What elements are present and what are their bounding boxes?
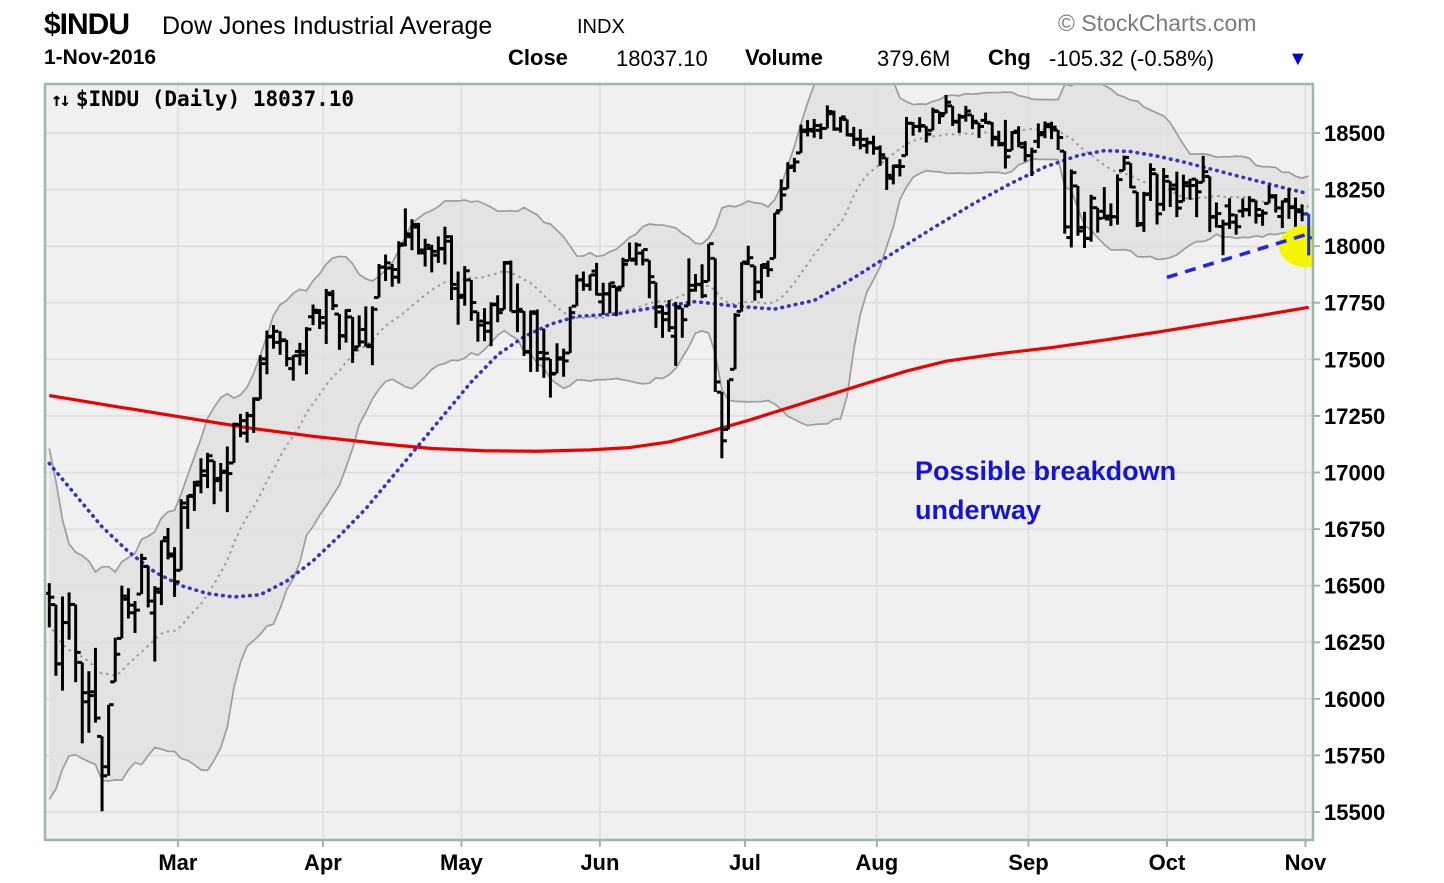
svg-text:18250: 18250 <box>1324 178 1385 203</box>
svg-text:16500: 16500 <box>1324 574 1385 599</box>
svg-text:16750: 16750 <box>1324 517 1385 542</box>
close-label: Close <box>508 45 568 70</box>
chart-date: 1-Nov-2016 <box>44 46 157 69</box>
change-label: Chg <box>988 45 1031 70</box>
svg-text:Mar: Mar <box>158 850 198 875</box>
stockcharts-logo: © StockCharts.com <box>1058 10 1257 36</box>
breakdown-annotation: Possible breakdown underway <box>915 452 1176 530</box>
svg-text:Aug: Aug <box>855 850 898 875</box>
exchange-label: INDX <box>577 16 625 38</box>
svg-text:15500: 15500 <box>1324 800 1385 825</box>
svg-text:May: May <box>440 850 484 875</box>
svg-text:16250: 16250 <box>1324 630 1385 655</box>
svg-text:Sep: Sep <box>1008 850 1048 875</box>
svg-text:18500: 18500 <box>1324 121 1385 146</box>
svg-text:Jul: Jul <box>729 850 761 875</box>
annotation-line-1: Possible breakdown <box>915 456 1177 486</box>
svg-text:15750: 15750 <box>1324 743 1385 768</box>
svg-text:Jun: Jun <box>580 850 619 875</box>
volume-value: 379.6M <box>877 46 951 71</box>
svg-text:Nov: Nov <box>1285 850 1327 875</box>
chart-legend: ↑↓ $INDU (Daily) 18037.10 <box>51 87 354 111</box>
change-direction-down-icon: ▼ <box>1288 48 1308 70</box>
annotation-line-2: underway <box>915 495 1042 525</box>
ticker-symbol: $INDU <box>44 8 130 41</box>
volume-label: Volume <box>745 45 823 70</box>
svg-text:17250: 17250 <box>1324 404 1385 429</box>
chart-legend-text: $INDU (Daily) 18037.10 <box>75 87 355 111</box>
svg-text:Apr: Apr <box>304 850 342 875</box>
svg-text:18000: 18000 <box>1324 234 1385 259</box>
svg-text:17750: 17750 <box>1324 291 1385 316</box>
svg-text:17000: 17000 <box>1324 460 1385 485</box>
close-value: 18037.10 <box>616 46 708 71</box>
updown-arrows-icon: ↑↓ <box>51 89 71 111</box>
svg-text:Oct: Oct <box>1149 850 1186 875</box>
svg-text:16000: 16000 <box>1324 687 1385 712</box>
svg-text:17500: 17500 <box>1324 347 1385 372</box>
change-value: -105.32 (-0.58%) <box>1049 46 1215 71</box>
instrument-name: Dow Jones Industrial Average <box>162 12 493 40</box>
